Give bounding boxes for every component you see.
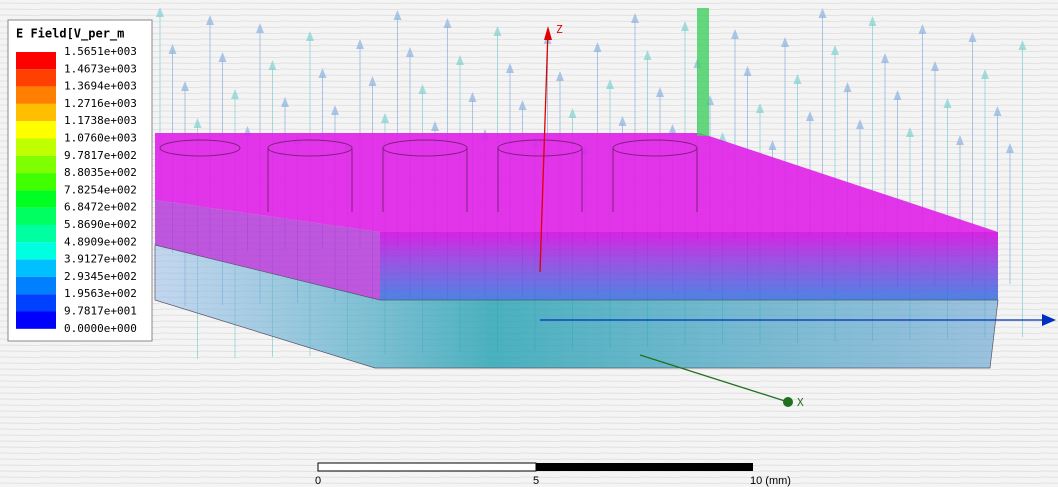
legend-swatch <box>16 242 56 259</box>
legend-swatch <box>16 156 56 173</box>
z-axis-label: Z <box>556 23 563 36</box>
legend-label: 1.0760e+003 <box>64 132 137 145</box>
legend-title: E Field[V_per_m <box>16 27 124 42</box>
viewport: Z X E Field[V_per_m 1.5651e+003 1.4673e+0… <box>0 0 1058 487</box>
legend-swatch <box>16 312 56 329</box>
legend-swatch <box>16 190 56 207</box>
legend-label: 4.8909e+002 <box>64 235 137 248</box>
legend-label: 5.8690e+002 <box>64 218 137 231</box>
scale-white <box>318 463 536 471</box>
legend-label: 3.9127e+002 <box>64 253 137 266</box>
legend-swatch <box>16 69 56 86</box>
legend-label: 1.1738e+003 <box>64 114 137 127</box>
legend-swatch <box>16 173 56 190</box>
legend-label: 7.8254e+002 <box>64 183 137 196</box>
scale-label: 0 <box>315 475 321 487</box>
legend-label: 8.8035e+002 <box>64 166 137 179</box>
legend-label: 1.4673e+003 <box>64 62 137 75</box>
legend-label: 1.2716e+003 <box>64 97 137 110</box>
legend-swatch <box>16 225 56 242</box>
legend-label: 1.3694e+003 <box>64 80 137 93</box>
legend-label: 9.7817e+002 <box>64 149 137 162</box>
x-endpoint <box>783 397 793 407</box>
legend-swatch <box>16 260 56 277</box>
legend-swatch <box>16 208 56 225</box>
x-axis-label: X <box>797 396 804 409</box>
legend-swatch <box>16 104 56 121</box>
scale-label: 5 <box>533 475 539 487</box>
legend-swatch <box>16 52 56 69</box>
legend-label: 1.9563e+002 <box>64 287 137 300</box>
legend-swatch <box>16 121 56 138</box>
legend-label: 9.7817e+001 <box>64 305 137 318</box>
legend: E Field[V_per_m 1.5651e+003 1.4673e+003 1.… <box>8 20 152 341</box>
scale-bar <box>318 463 753 471</box>
legend-label: 1.5651e+003 <box>64 45 137 58</box>
legend-swatch <box>16 294 56 311</box>
legend-label: 0.0000e+000 <box>64 322 137 335</box>
legend-swatch <box>16 87 56 104</box>
field-band <box>697 8 709 136</box>
slab-front <box>380 232 998 300</box>
legend-swatch <box>16 277 56 294</box>
scale-label: 10 (mm) <box>750 475 791 487</box>
legend-label: 2.9345e+002 <box>64 270 137 283</box>
scale-black <box>536 463 753 471</box>
legend-swatch <box>16 139 56 156</box>
legend-label: 6.8472e+002 <box>64 201 137 214</box>
